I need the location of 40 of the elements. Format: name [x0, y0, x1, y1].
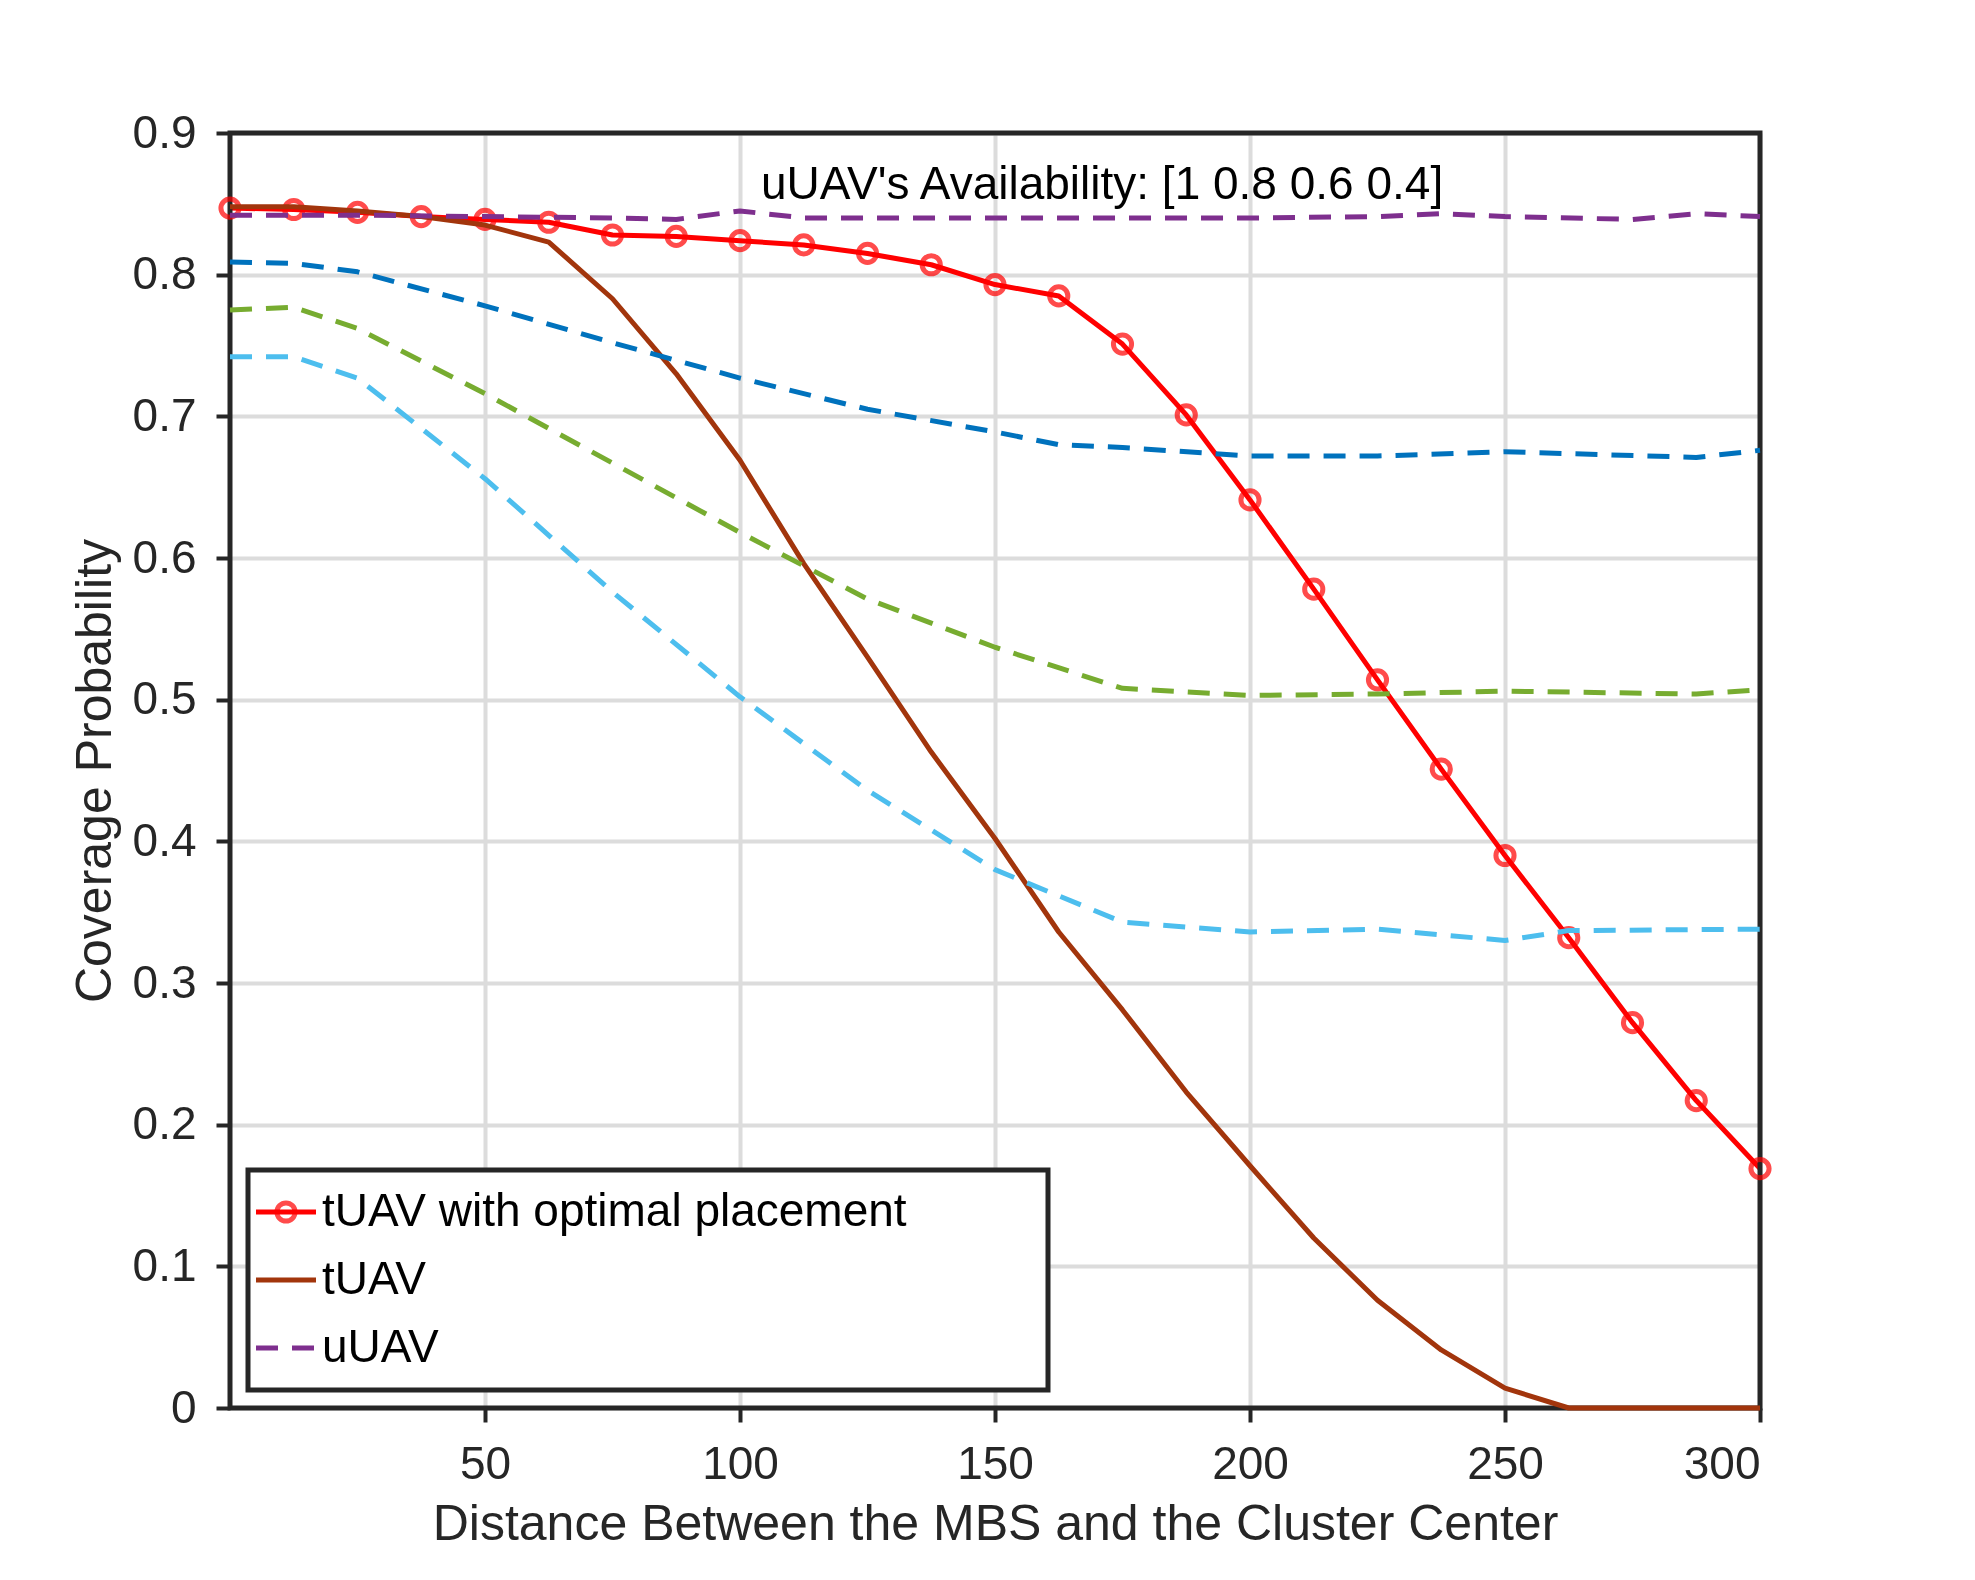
y-tick-label: 0.1 [132, 1238, 197, 1291]
y-tick-label: 0.2 [132, 1097, 197, 1150]
y-tick-label: 0.6 [132, 530, 197, 583]
point [792, 233, 816, 257]
point [728, 229, 752, 253]
point [855, 241, 880, 265]
y-tick-label: 0.8 [132, 247, 197, 300]
x-tick-label: 300 [1683, 1436, 1761, 1489]
y-axis-title: Coverage Probability [65, 538, 122, 1004]
point [1302, 577, 1326, 601]
x-tick-label: 200 [1212, 1436, 1289, 1489]
point [1620, 1011, 1645, 1035]
x-tick-label: 50 [459, 1436, 512, 1489]
y-tick-label: 0.7 [132, 388, 197, 441]
legend-label: tUAV with optimal placement [322, 1184, 907, 1236]
point [1748, 1157, 1772, 1181]
legend-label: uUAV [322, 1320, 440, 1372]
point [919, 253, 943, 277]
annotation: uUAV's Availability: [1 0.8 0.6 0.4] [761, 157, 1444, 209]
point [600, 223, 625, 247]
point [664, 224, 688, 248]
point [1365, 668, 1390, 692]
y-tick-label: 0.3 [132, 955, 197, 1008]
y-tick-label: 0.9 [132, 105, 197, 158]
point [1174, 403, 1198, 427]
point [1684, 1089, 1708, 1113]
x-axis-title: Distance Between the MBS and the Cluster Center [432, 1494, 1559, 1551]
legend-label: tUAV [322, 1252, 427, 1304]
y-tick-label: 0.4 [132, 813, 197, 866]
point [1047, 284, 1071, 308]
x-tick-label: 150 [957, 1436, 1034, 1489]
x-tick-label: 100 [702, 1436, 779, 1489]
x-tick-label: 250 [1467, 1436, 1544, 1489]
point [983, 273, 1007, 297]
y-tick-label: 0.5 [132, 672, 197, 725]
point [1429, 757, 1453, 781]
point [1238, 488, 1262, 512]
point [1493, 843, 1517, 868]
y-tick-label: 0 [170, 1380, 197, 1433]
point [1110, 332, 1135, 356]
